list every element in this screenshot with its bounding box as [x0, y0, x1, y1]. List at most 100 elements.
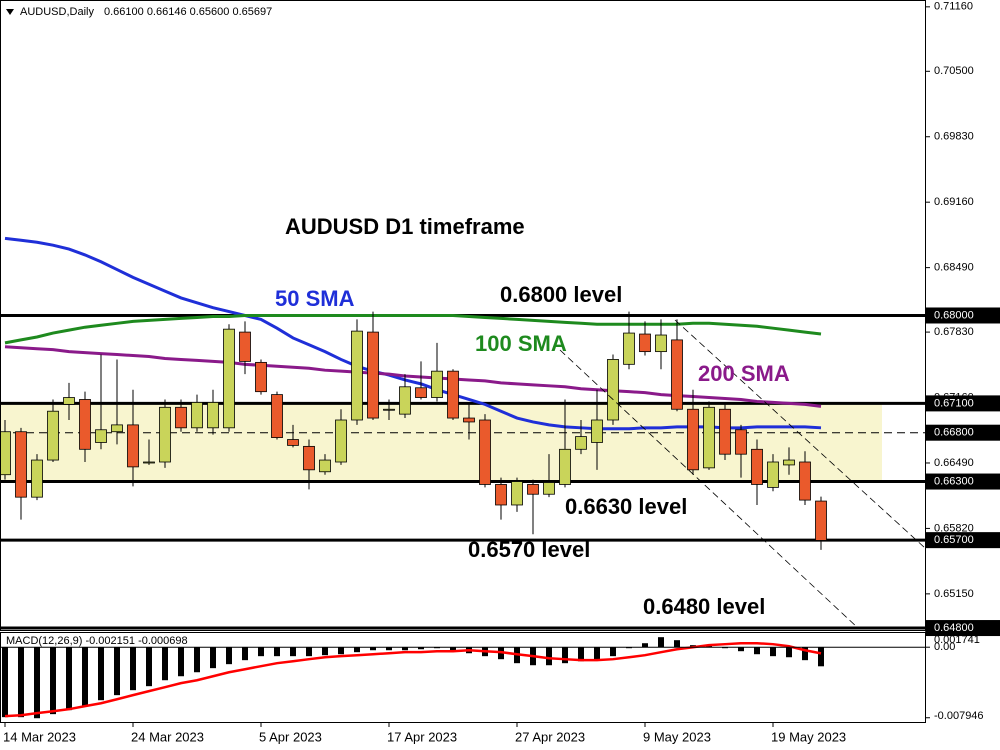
y-tick-label: 0.00 [934, 641, 955, 653]
level-label: 0.66800 [934, 427, 974, 439]
candle-body [623, 332, 635, 365]
y-tick-label: 0.71160 [934, 1, 973, 13]
macd-bar [354, 647, 360, 653]
candle-body [639, 333, 651, 353]
level-label-box [926, 395, 1000, 412]
main-frame [0, 0, 926, 631]
x-tick-label: 24 Mar 2023 [131, 729, 204, 744]
macd-bar [162, 647, 168, 681]
candle-body [175, 406, 187, 429]
level-label-box [926, 473, 1000, 490]
macd-bar [642, 643, 648, 648]
y-tick-label: 0.67830 [934, 326, 974, 338]
macd-bar [258, 647, 264, 657]
macd-bar [210, 647, 216, 669]
candle-body [271, 394, 283, 438]
candle-body [111, 424, 123, 433]
menu-arrow[interactable] [6, 9, 14, 15]
macd-bar [322, 647, 328, 656]
macd-bar [290, 647, 296, 657]
candle-body [207, 402, 219, 429]
macd-bar [194, 647, 200, 673]
candle-body [335, 419, 347, 463]
y-tick-label: 0.001741 [934, 634, 980, 646]
candle-body [351, 330, 363, 421]
candle-body [559, 448, 571, 485]
macd-bar [578, 647, 584, 662]
level-label: 0.67100 [934, 397, 974, 409]
zone [0, 403, 882, 482]
candle-body [575, 436, 587, 450]
candle-body [239, 331, 251, 362]
annotation: 0.6480 level [643, 594, 765, 619]
level-label-box [926, 620, 1000, 637]
candle-body [735, 429, 747, 455]
series-label: 200 SMA [698, 361, 790, 386]
level-label-box [926, 424, 1000, 441]
level-label: 0.65700 [934, 534, 974, 546]
macd-bar [738, 647, 744, 652]
macd-bar [242, 647, 248, 661]
candle-body [287, 439, 299, 446]
macd-bar [658, 637, 664, 648]
y-tick-label: 0.65820 [934, 522, 974, 534]
candle-body [255, 361, 267, 393]
macd-bar [178, 647, 184, 677]
candle-body [527, 484, 539, 495]
macd-bar [402, 647, 408, 651]
candle-body [143, 461, 155, 464]
trend-line [559, 349, 859, 629]
candle-body [191, 402, 203, 429]
candle-body [127, 424, 139, 468]
macd-bar [114, 647, 120, 696]
x-tick-label: 14 Mar 2023 [3, 729, 76, 744]
macd-bar [338, 647, 344, 655]
x-tick-label: 9 May 2023 [643, 729, 711, 744]
candle-body [463, 417, 475, 423]
macd-bar [50, 647, 56, 715]
macd-bar [146, 647, 152, 687]
y-tick-label: -0.007946 [934, 710, 984, 722]
candle-body [399, 386, 411, 415]
macd-plot [2, 637, 824, 719]
candle-body [303, 445, 315, 471]
candle-body [447, 370, 459, 419]
macd-title: MACD(12,26,9) -0.002151 -0.000698 [6, 635, 188, 647]
level-label-box [926, 307, 1000, 324]
macd-bar [82, 647, 88, 707]
y-tick-label: 0.69830 [934, 131, 974, 143]
macd-bar [546, 647, 552, 666]
sma-line [4, 313, 822, 345]
macd-frame [0, 632, 926, 723]
candle-body [815, 500, 827, 541]
macd-bar [562, 647, 568, 664]
candle-body [703, 406, 715, 469]
candle-body [63, 397, 75, 405]
candle-body [591, 419, 603, 443]
macd-bar [370, 647, 376, 651]
level-label: 0.66300 [934, 475, 974, 487]
macd-bar [802, 647, 808, 661]
candle-body [671, 339, 683, 410]
x-tick-label: 5 Apr 2023 [259, 729, 322, 744]
macd-bar [2, 647, 8, 718]
candle-body [367, 331, 379, 419]
labels: 50 SMA 100 SMA 200 SMA AUDUSD D1 timeframe 0… [275, 214, 790, 619]
candle-body [31, 459, 43, 498]
sma-line [4, 345, 822, 408]
sma-line [4, 236, 822, 431]
macd-bar [450, 647, 456, 651]
macd-bar [66, 647, 72, 711]
macd-bar [34, 647, 40, 719]
y-tick-label: 0.70500 [934, 65, 974, 77]
annotation: 0.6570 level [468, 537, 590, 562]
series-label: 50 SMA [275, 286, 355, 311]
candle-body [655, 334, 667, 353]
candle-body [543, 482, 555, 495]
main-plot [0, 236, 925, 630]
y-tick-label: 0.65150 [934, 588, 974, 600]
candle-body [383, 408, 395, 411]
candle-body [319, 459, 331, 473]
